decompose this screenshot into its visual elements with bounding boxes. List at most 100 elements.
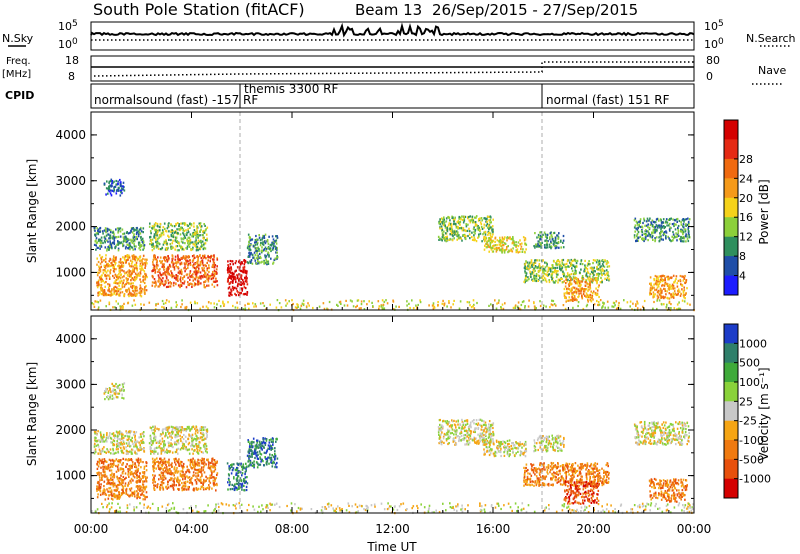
echo-cell <box>116 282 119 285</box>
echo-cell <box>483 226 485 229</box>
echo-cell <box>102 440 104 443</box>
echo-cell <box>561 261 564 264</box>
echo-cell <box>129 270 131 273</box>
echo-cell <box>553 231 556 234</box>
echo-cell <box>192 425 195 429</box>
echo-cell <box>546 240 548 243</box>
echo-cell <box>683 286 685 289</box>
echo-cell <box>406 300 408 303</box>
echo-cell <box>234 270 236 273</box>
echo-cell <box>180 429 183 432</box>
echo-cell <box>681 299 684 302</box>
colorbar-tick-label: 28 <box>739 153 753 166</box>
echo-cell <box>552 299 555 303</box>
echo-cell <box>113 482 116 485</box>
echo-cell <box>183 445 186 448</box>
echo-cell <box>519 250 521 253</box>
echo-cell <box>640 225 642 229</box>
echo-cell <box>656 226 659 229</box>
echo-cell <box>150 441 152 444</box>
echo-cell <box>557 278 560 281</box>
echo-cell <box>515 245 517 248</box>
echo-cell <box>98 458 101 461</box>
echo-cell <box>684 235 687 238</box>
echo-cell <box>655 283 658 286</box>
echo-cell <box>119 178 121 182</box>
echo-cell <box>190 248 192 252</box>
echo-cell <box>467 216 470 219</box>
echo-cell <box>119 194 122 197</box>
echo-cell <box>177 241 179 244</box>
echo-cell <box>589 280 592 283</box>
echo-cell <box>507 237 510 240</box>
echo-cell <box>672 274 675 277</box>
echo-cell <box>265 255 268 258</box>
echo-cell <box>102 232 104 235</box>
echo-cell <box>203 445 205 448</box>
echo-cell <box>122 439 124 442</box>
echo-cell <box>530 275 532 278</box>
echo-cell <box>180 256 183 260</box>
echo-cell <box>98 471 100 474</box>
echo-cell <box>286 302 289 305</box>
echo-cell <box>107 283 109 286</box>
echo-cell <box>113 189 115 192</box>
echo-cell <box>685 233 687 236</box>
echo-cell <box>182 437 185 441</box>
echo-cell <box>527 276 529 279</box>
echo-cell <box>549 236 551 239</box>
echo-cell <box>502 244 505 247</box>
echo-cell <box>116 293 118 296</box>
echo-cell <box>398 305 400 308</box>
echo-cell <box>131 436 133 439</box>
echo-cell <box>124 247 127 250</box>
echo-cell <box>274 240 276 243</box>
echo-cell <box>141 259 143 262</box>
echo-cell <box>140 448 142 451</box>
echo-cell <box>185 286 188 289</box>
echo-cell <box>150 436 152 439</box>
echo-cell <box>144 475 147 478</box>
echo-cell <box>491 228 493 231</box>
echo-cell <box>132 236 135 239</box>
echo-cell <box>575 265 577 268</box>
echo-cell <box>568 296 571 299</box>
echo-cell <box>195 236 197 239</box>
echo-cell <box>542 304 545 307</box>
echo-cell <box>680 283 682 286</box>
echo-cell <box>460 218 462 221</box>
freq-left-tick-top: 18 <box>65 54 79 67</box>
echo-cell <box>536 236 538 239</box>
echo-cell <box>176 426 179 429</box>
echo-cell <box>100 239 103 242</box>
echo-cell <box>563 280 565 283</box>
echo-cell <box>570 282 573 285</box>
echo-cell <box>343 304 346 307</box>
echo-cell <box>637 302 639 305</box>
echo-cell <box>188 273 191 276</box>
echo-cell <box>171 445 173 448</box>
echo-cell <box>186 245 189 248</box>
echo-cell <box>571 260 574 263</box>
echo-cell <box>191 426 193 429</box>
echo-cell <box>141 288 144 291</box>
echo-cell <box>106 180 108 183</box>
echo-cell <box>531 272 534 275</box>
echo-cell <box>615 307 618 310</box>
echo-cell <box>544 266 547 269</box>
echo-cell <box>582 290 585 293</box>
echo-cell <box>131 265 133 268</box>
echo-cell <box>104 246 107 249</box>
echo-cell <box>468 233 471 236</box>
echo-cell <box>477 219 480 222</box>
echo-cell <box>652 293 655 296</box>
power-echoes <box>91 178 695 312</box>
echo-cell <box>131 494 134 497</box>
echo-cell <box>128 273 131 276</box>
echo-cell <box>115 245 117 248</box>
echo-cell <box>130 439 133 442</box>
echo-cell <box>189 259 191 262</box>
echo-cell <box>107 450 110 453</box>
echo-cell <box>544 239 546 242</box>
echo-cell <box>127 430 130 433</box>
